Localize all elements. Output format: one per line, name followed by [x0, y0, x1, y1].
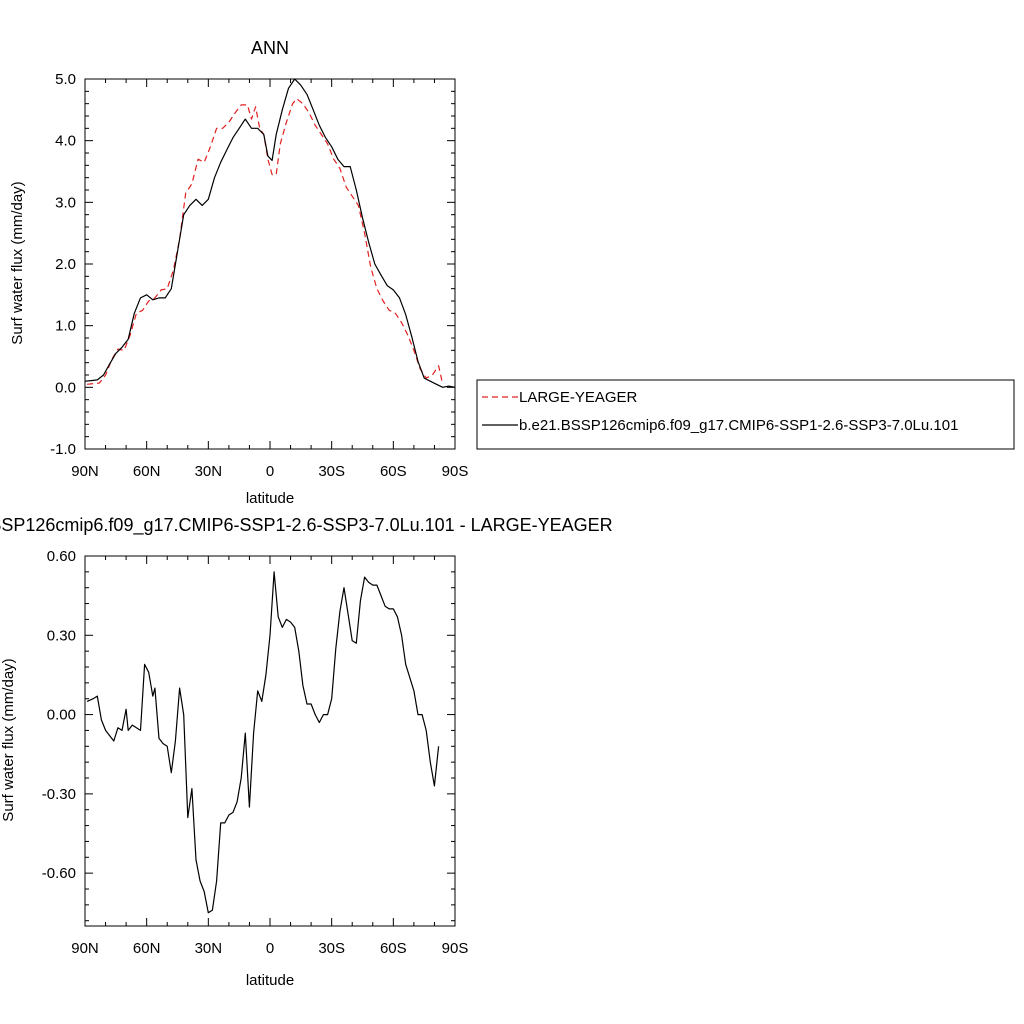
y-tick-label: 3.0 — [55, 194, 76, 211]
panel-top: ANN 90N 60N 30N 0 30S 60S 90S -1.0 0.0 1.0 2.0 3.0 4… — [9, 38, 468, 507]
series-line-1-0 — [86, 571, 440, 914]
y-tick-label: 0.0 — [55, 379, 76, 396]
x-tick-label: 0 — [266, 940, 274, 957]
x-tick-label: 90S — [442, 463, 469, 480]
series-line-0-0 — [87, 98, 444, 385]
plot-area-bottom: 90N 60N 30N 0 30S 60S 90S -0.60 -0.30 0.00 0.30 0.6… — [42, 548, 469, 957]
y-tick-label: -1.0 — [50, 441, 76, 458]
x-tick-label: 60S — [380, 463, 407, 480]
y-axis-label: Surf water flux (mm/day) — [0, 658, 17, 821]
x-tick-label: 60N — [133, 940, 161, 957]
x-axis-label: latitude — [246, 972, 294, 989]
plot-frame — [84, 555, 456, 927]
x-tick-label: 30S — [318, 463, 345, 480]
y-tick-label: 0.60 — [47, 548, 76, 565]
x-tick-label: 90N — [71, 940, 99, 957]
series-line-0-1 — [84, 78, 456, 388]
x-tick-label: 60N — [133, 463, 161, 480]
x-tick-label: 60S — [380, 940, 407, 957]
x-axis-label: latitude — [246, 490, 294, 507]
legend: LARGE-YEAGER b.e21.BSSP126cmip6.f09_g17.… — [476, 379, 1015, 450]
y-tick-label: 4.0 — [55, 133, 76, 150]
y-tick-label: 2.0 — [55, 256, 76, 273]
x-tick-label: 0 — [266, 463, 274, 480]
y-axis-label: Surf water flux (mm/day) — [9, 181, 26, 344]
y-tick-label: 5.0 — [55, 71, 76, 88]
panel-bottom: b.e21.BSSP126cmip6.f09_g17.CMIP6-SSP1-2.… — [0, 515, 613, 989]
legend-box — [476, 379, 1015, 450]
x-tick-label: 30S — [318, 940, 345, 957]
y-tick-label: 0.30 — [47, 627, 76, 644]
chart-title: b.e21.BSSP126cmip6.f09_g17.CMIP6-SSP1-2.… — [0, 515, 613, 536]
chart-title: ANN — [251, 38, 289, 58]
legend-label-large-yeager: LARGE-YEAGER — [519, 389, 638, 406]
plot-frame — [84, 78, 456, 450]
legend-label-model: b.e21.BSSP126cmip6.f09_g17.CMIP6-SSP1-2.… — [519, 417, 958, 434]
x-tick-label: 90S — [442, 940, 469, 957]
x-tick-label: 30N — [195, 940, 223, 957]
x-tick-label: 30N — [195, 463, 223, 480]
y-tick-label: -0.60 — [42, 865, 76, 882]
x-tick-label: 90N — [71, 463, 99, 480]
y-tick-label: 1.0 — [55, 318, 76, 335]
plot-area-top: 90N 60N 30N 0 30S 60S 90S -1.0 0.0 1.0 2.0 3.0 4.0 5.… — [50, 71, 468, 480]
y-tick-label: -0.30 — [42, 786, 76, 803]
y-tick-label: 0.00 — [47, 707, 76, 724]
